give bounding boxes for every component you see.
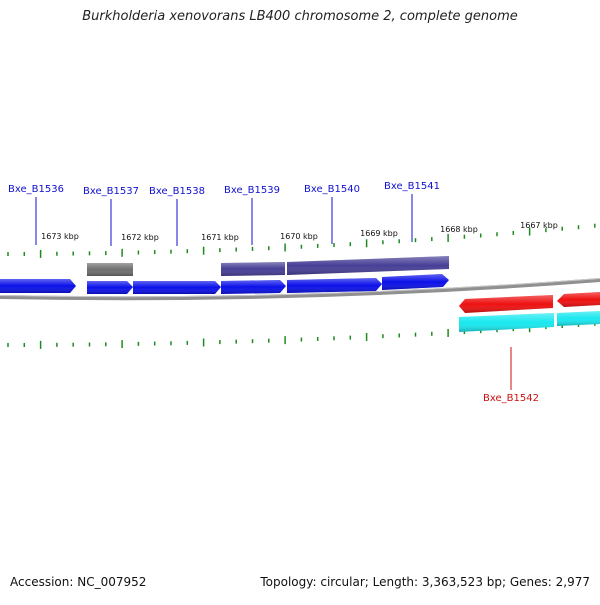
gene-label[interactable]: Bxe_B1541	[384, 181, 440, 192]
scale-label: 1668 kbp	[440, 225, 478, 234]
scale-label: 1671 kbp	[201, 233, 239, 242]
gene-feature-shading	[287, 278, 382, 293]
gene-label[interactable]: Bxe_B1536	[8, 184, 64, 195]
gene-feature-shading	[221, 280, 286, 294]
gene-label[interactable]: Bxe_B1539	[224, 185, 280, 196]
gene-feature-shading	[221, 262, 285, 276]
gene-label[interactable]: Bxe_B1537	[83, 186, 139, 197]
genome-summary: Topology: circular; Length: 3,363,523 bp…	[260, 575, 590, 589]
gene-feature-shading	[382, 274, 449, 290]
scale-label: 1667 kbp	[520, 221, 558, 230]
scale-labels: 1673 kbp 1672 kbp 1671 kbp 1670 kbp 1669 kbp…	[41, 221, 558, 242]
scale-label: 1672 kbp	[121, 233, 159, 242]
scale-label: 1669 kbp	[360, 229, 398, 238]
gene-label[interactable]: Bxe_B1540	[304, 184, 360, 195]
gene-feature-shading	[0, 279, 76, 293]
map-title: Burkholderia xenovorans LB400 chromosome…	[82, 9, 518, 24]
scale-label: 1673 kbp	[41, 232, 79, 241]
accession-label: Accession: NC_007952	[10, 575, 147, 589]
gene-label[interactable]: Bxe_B1538	[149, 186, 205, 197]
tick-marks-upper	[7, 223, 596, 258]
scale-label: 1670 kbp	[280, 232, 318, 241]
gene-feature-shading	[459, 295, 553, 313]
gene-label[interactable]: Bxe_B1542	[483, 393, 539, 404]
genome-backbone	[0, 278, 600, 301]
gene-feature-shading	[287, 256, 449, 275]
gene-feature-shading	[133, 281, 221, 294]
gene-feature-shading	[87, 263, 133, 276]
gene-labels: Bxe_B1536 Bxe_B1537 Bxe_B1538 Bxe_B1539 Bxe_…	[8, 181, 539, 404]
gene-feature-shading	[459, 313, 554, 332]
gene-feature-shading	[87, 281, 133, 294]
gene-feature-shading	[557, 292, 600, 307]
gene-features	[0, 256, 600, 332]
gene-feature-shading	[557, 311, 600, 326]
